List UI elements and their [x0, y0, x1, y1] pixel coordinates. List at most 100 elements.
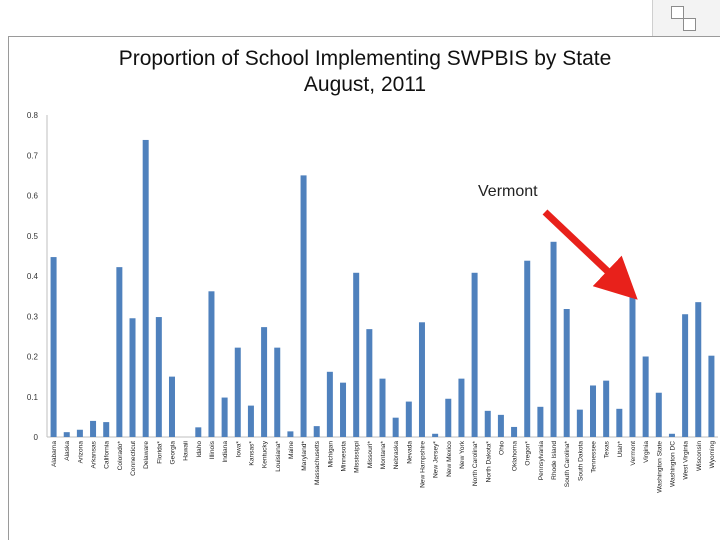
x-tick-label: New Jersey* [433, 441, 440, 478]
bar [287, 431, 294, 437]
x-tick-label: North Dakota* [485, 441, 492, 483]
x-tick-label: Maine [288, 441, 295, 459]
y-tick-label: 0 [34, 433, 39, 442]
bar [208, 291, 215, 437]
bar [550, 241, 557, 437]
x-tick-label: Utah* [617, 441, 624, 458]
bar [103, 422, 110, 437]
x-tick-label: Oklahoma [512, 441, 519, 471]
x-tick-label: Kentucky [262, 440, 269, 468]
x-tick-label: Minnesota [341, 441, 348, 472]
bar [471, 272, 478, 437]
bar [484, 410, 491, 437]
x-tick-label: Iowa* [235, 441, 242, 458]
bar [379, 378, 386, 437]
bar [155, 317, 162, 437]
bar [682, 314, 689, 437]
x-tick-label: Oregon* [525, 441, 532, 466]
bar [195, 427, 202, 437]
bar [392, 417, 399, 437]
bar [50, 257, 57, 437]
x-tick-label: California [104, 441, 111, 469]
x-tick-label: Arkansas [91, 440, 98, 468]
x-tick-label: Virginia [643, 441, 650, 463]
bar [405, 401, 412, 437]
x-tick-label: Indiana [222, 441, 229, 463]
bar [563, 309, 570, 437]
x-tick-label: Delaware [143, 441, 150, 469]
x-tick-label: Nebraska [393, 441, 400, 470]
x-tick-label: Missouri* [367, 441, 374, 469]
y-tick-label: 0.8 [27, 111, 39, 120]
bar [129, 318, 136, 437]
bar [524, 260, 531, 437]
x-tick-label: Alabama [51, 441, 58, 467]
bar [261, 327, 268, 437]
bar [655, 392, 662, 437]
x-tick-label: Washington State [656, 441, 663, 493]
bar [497, 414, 504, 437]
slide-top-bar [0, 0, 720, 36]
bar [576, 409, 583, 437]
y-tick-label: 0.6 [27, 192, 39, 201]
x-tick-label: Washington DC [669, 441, 676, 487]
x-tick-label: Michigan [327, 441, 334, 468]
slide-top-rule [8, 36, 720, 37]
x-tick-label: South Dakota [577, 441, 584, 481]
x-tick-label: New Mexico [446, 441, 453, 477]
x-tick-label: Massachusetts [314, 440, 321, 485]
x-tick-label: Pennsylvania [538, 441, 545, 481]
x-tick-label: Florida* [156, 441, 163, 464]
x-tick-label: Alaska [64, 441, 71, 461]
bar [695, 302, 702, 437]
bar [340, 382, 347, 437]
x-tick-label: Wisconsin [696, 441, 703, 471]
bar [168, 376, 175, 438]
corner-square [683, 18, 696, 31]
bar [366, 329, 373, 437]
annotation-label: Vermont [478, 183, 538, 200]
bar [326, 371, 333, 437]
bar [63, 432, 70, 437]
chart-title: Proportion of School Implementing SWPBIS… [20, 46, 710, 98]
bar [668, 433, 675, 437]
x-tick-label: Nevada [406, 441, 413, 464]
x-tick-label: Illinois [209, 440, 216, 459]
bar [708, 355, 715, 437]
x-tick-label: Colorado* [117, 441, 124, 471]
x-tick-label: Louisiana* [275, 441, 282, 472]
bar [432, 433, 439, 437]
x-tick-label: North Carolina* [472, 441, 479, 487]
bar [300, 175, 307, 438]
y-tick-label: 0.2 [27, 353, 39, 362]
bar [116, 267, 123, 437]
annotation-arrow [542, 209, 638, 300]
bar [590, 385, 597, 437]
x-tick-label: Vermont [630, 441, 637, 466]
y-tick-label: 0.1 [27, 393, 39, 402]
x-tick-label: New Hampshire [419, 441, 426, 488]
x-tick-label: Arizona [77, 441, 84, 464]
bar [458, 378, 465, 437]
x-tick-label: West Virginia [683, 441, 690, 480]
bar [353, 272, 360, 437]
bar [629, 295, 636, 437]
x-tick-label: Maryland* [301, 441, 308, 471]
y-tick-label: 0.4 [27, 272, 39, 281]
chart-title-line-1: Proportion of School Implementing SWPBIS… [118, 47, 612, 70]
bar [247, 405, 254, 437]
bar [221, 397, 228, 437]
corner-decoration [652, 0, 720, 36]
slide-left-rule [8, 36, 9, 540]
x-tick-label: Connecticut [130, 441, 137, 476]
bar [90, 420, 97, 437]
x-tick-label: Texas [604, 440, 611, 458]
chart-title-line-2: August, 2011 [303, 73, 427, 96]
bar [313, 426, 320, 437]
bar [616, 408, 623, 437]
bar [274, 347, 281, 437]
x-tick-label: Idaho [196, 441, 203, 458]
x-tick-label: Wyoming [709, 441, 716, 469]
bar [234, 347, 241, 437]
